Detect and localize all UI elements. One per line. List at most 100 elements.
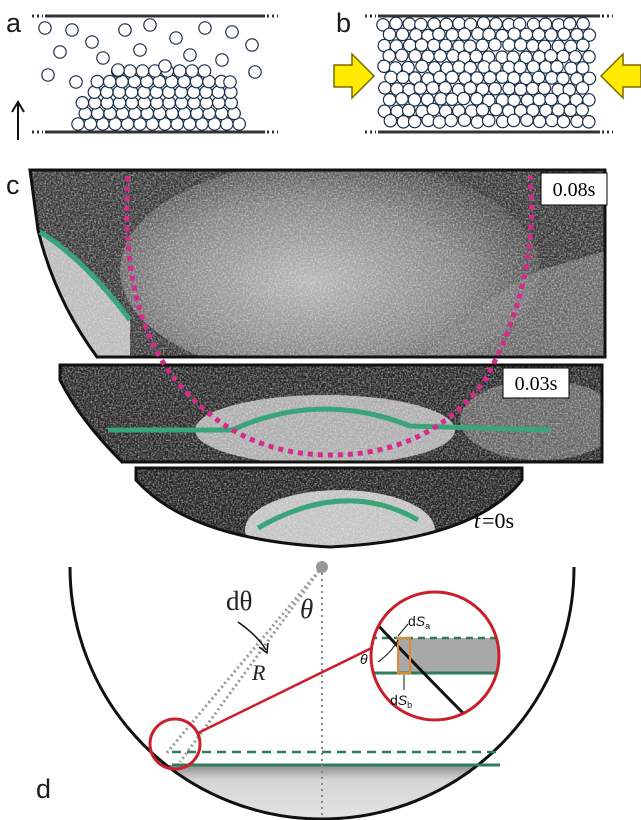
particle [575, 103, 589, 117]
time-label-top: 0.08s [553, 179, 596, 201]
particle [475, 103, 490, 117]
particle [446, 49, 460, 63]
interface-line-mid [108, 406, 551, 433]
particle [482, 93, 496, 108]
particle [470, 115, 485, 129]
particle [575, 81, 590, 95]
dtheta-arrow-icon [237, 621, 267, 651]
particle [378, 81, 392, 95]
theta-label: θ [300, 594, 313, 624]
inset-corner-element [397, 637, 411, 674]
particle [488, 37, 502, 52]
particle [65, 23, 79, 37]
center-point [316, 561, 328, 573]
particle [581, 115, 596, 129]
time-label-mid: 0.03s [515, 373, 558, 395]
inset-theta-label: θ [360, 651, 368, 667]
frame-mid-border [58, 363, 604, 464]
particle [582, 49, 596, 64]
particle [135, 64, 150, 78]
particle [413, 81, 428, 95]
frame-mid [60, 365, 602, 462]
particle [513, 60, 527, 75]
particle [395, 92, 409, 106]
particle [576, 38, 590, 52]
radius-label: R [251, 660, 266, 685]
particles-b [376, 16, 597, 129]
panel-d-letter: d [36, 774, 51, 804]
particle [38, 21, 52, 35]
particle [537, 81, 552, 96]
particle [394, 48, 409, 63]
particle [582, 28, 597, 42]
particle [507, 93, 521, 108]
particle [383, 113, 398, 128]
particle [525, 81, 540, 96]
inset-fluid [398, 638, 499, 673]
particle [143, 18, 157, 32]
particle [519, 50, 533, 65]
particle [575, 61, 590, 75]
compression-arrow-left-icon [333, 52, 376, 100]
particle [248, 65, 262, 79]
time-box-top [540, 172, 608, 206]
particle [456, 91, 471, 106]
particle [389, 16, 403, 31]
time-box-mid [502, 367, 570, 399]
particle [531, 27, 546, 42]
zoom-circle-large [369, 590, 501, 722]
particle [488, 60, 502, 74]
particle [433, 49, 447, 63]
particle [556, 114, 571, 129]
particle [123, 64, 137, 78]
particle [85, 35, 99, 49]
particle [172, 64, 187, 78]
particle [482, 27, 496, 42]
particles-a [38, 18, 262, 131]
dtheta-label: dθ [226, 586, 252, 616]
panel-c: c [6, 168, 608, 549]
particle [513, 82, 528, 97]
particle [556, 71, 570, 86]
particle [90, 74, 105, 89]
particle [457, 113, 472, 127]
particle [169, 31, 183, 45]
particle [445, 92, 459, 106]
particle [513, 38, 528, 52]
particle [396, 70, 410, 85]
particle [376, 17, 390, 32]
interface-line-top [38, 229, 132, 322]
particle [469, 49, 483, 64]
particle [75, 96, 90, 110]
panel-a-letter: a [6, 8, 22, 38]
particle [223, 75, 237, 89]
particle [432, 27, 446, 42]
particle [185, 64, 199, 78]
particle [489, 102, 503, 117]
particle [96, 51, 110, 65]
particle [506, 113, 521, 128]
particle [576, 16, 590, 31]
particle [563, 103, 578, 118]
radius-line-1 [163, 566, 324, 756]
particle [432, 115, 447, 129]
particle [183, 48, 197, 62]
particle [550, 60, 564, 74]
frame-bottom-border [134, 466, 524, 549]
particle [225, 25, 239, 39]
particle [382, 93, 397, 107]
interface-line-bottom [256, 498, 420, 531]
particle [488, 81, 502, 96]
inset-zoom: θ dSa dSb [360, 590, 501, 722]
particle [53, 45, 67, 59]
particle [197, 64, 212, 78]
panel-b-letter: b [336, 8, 351, 38]
particle [102, 74, 117, 89]
panel-d: d dθ θ R [36, 561, 576, 820]
particle [545, 113, 559, 128]
particle [469, 92, 484, 106]
particle [457, 27, 472, 41]
panel-c-letter: c [6, 170, 20, 200]
particle [71, 117, 85, 131]
container-bowl [68, 566, 576, 820]
